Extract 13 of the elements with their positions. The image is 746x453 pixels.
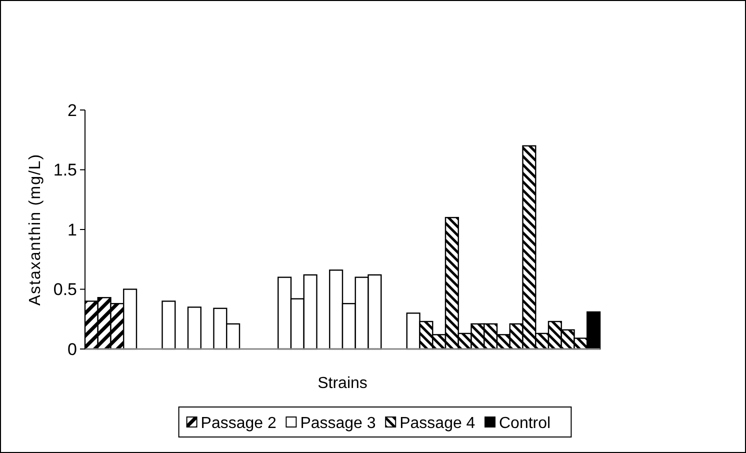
y-axis-title: Astaxanthin (mg/L) bbox=[27, 153, 44, 306]
y-tick-label: 2 bbox=[68, 100, 77, 120]
bar bbox=[162, 300, 176, 350]
y-tick-label: 0.5 bbox=[53, 280, 77, 300]
bar bbox=[187, 306, 202, 350]
y-tick-label: 0 bbox=[68, 340, 77, 359]
legend-label: Passage 2 bbox=[200, 415, 277, 432]
y-tick-label: 1.5 bbox=[53, 160, 77, 180]
y-tick-label: 1 bbox=[68, 220, 77, 240]
x-axis-title: Strains bbox=[318, 375, 368, 392]
legend-label: Passage 3 bbox=[300, 415, 376, 432]
legend-label: Control bbox=[499, 415, 551, 432]
legend-label: Passage 4 bbox=[400, 415, 476, 432]
